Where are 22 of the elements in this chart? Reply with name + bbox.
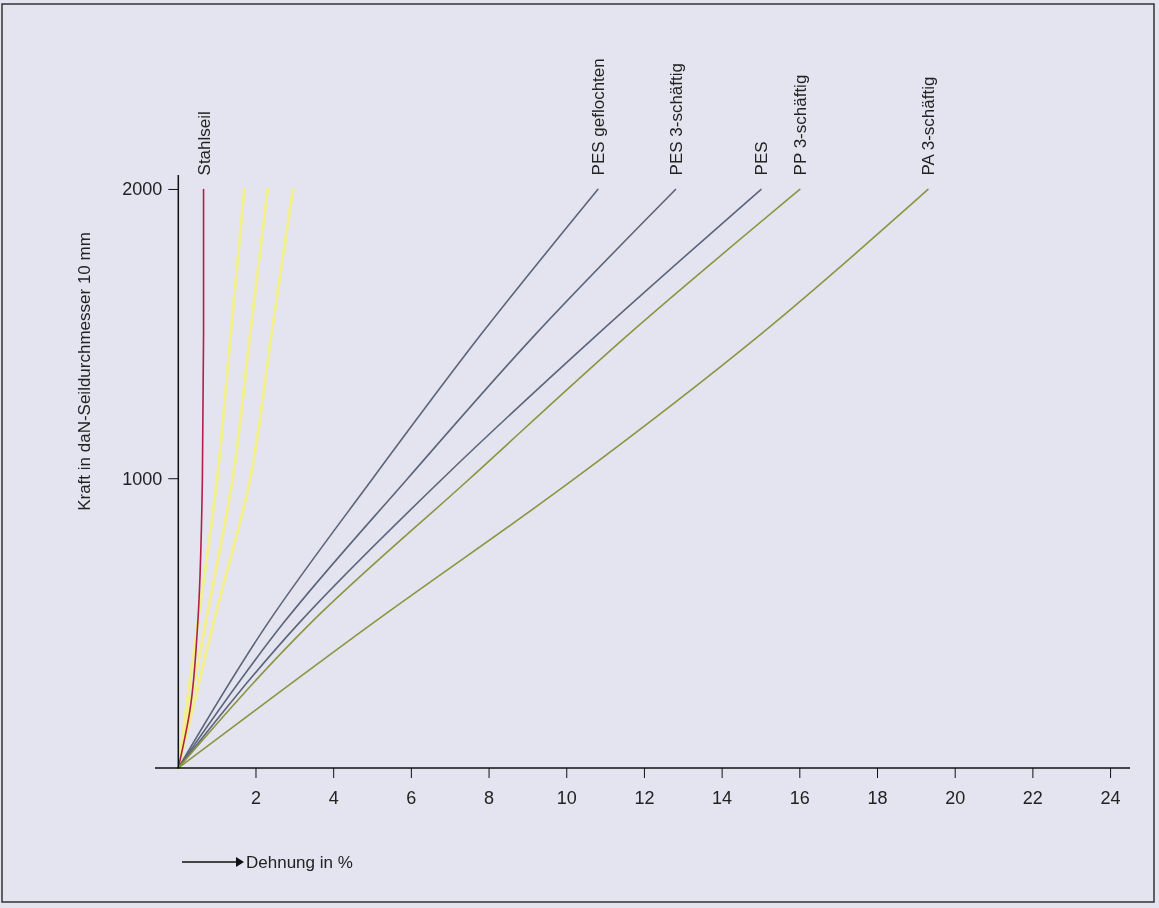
x-tick-label: 10 — [556, 788, 577, 808]
x-tick-label: 6 — [406, 788, 417, 808]
text: PP 3-schäftig — [790, 74, 810, 176]
x-tick-label: 12 — [634, 788, 655, 808]
text: PA 3-schäftig — [919, 76, 939, 176]
x-tick-label: 20 — [945, 788, 966, 808]
x-tick-label: 16 — [789, 788, 810, 808]
y-axis-title: Kraft in daN-Seildurchmesser 10 mm — [75, 232, 94, 511]
x-tick-label: 4 — [328, 788, 339, 808]
x-axis-title: Dehnung in % — [246, 853, 353, 872]
x-tick-label: 2 — [250, 788, 261, 808]
x-tick-label: 18 — [867, 788, 888, 808]
x-tick-label: 8 — [484, 788, 495, 808]
y-tick-label: 2000 — [122, 179, 163, 200]
text: PES geflochten — [588, 58, 608, 176]
x-tick-label: 24 — [1100, 788, 1121, 808]
x-tick-label: 14 — [712, 788, 733, 808]
text: Stahlseil — [194, 111, 214, 176]
y-tick-label: 1000 — [122, 468, 163, 489]
text: PES 3-schäftig — [666, 63, 686, 176]
x-tick-label: 22 — [1022, 788, 1043, 808]
text: PES — [751, 141, 771, 176]
